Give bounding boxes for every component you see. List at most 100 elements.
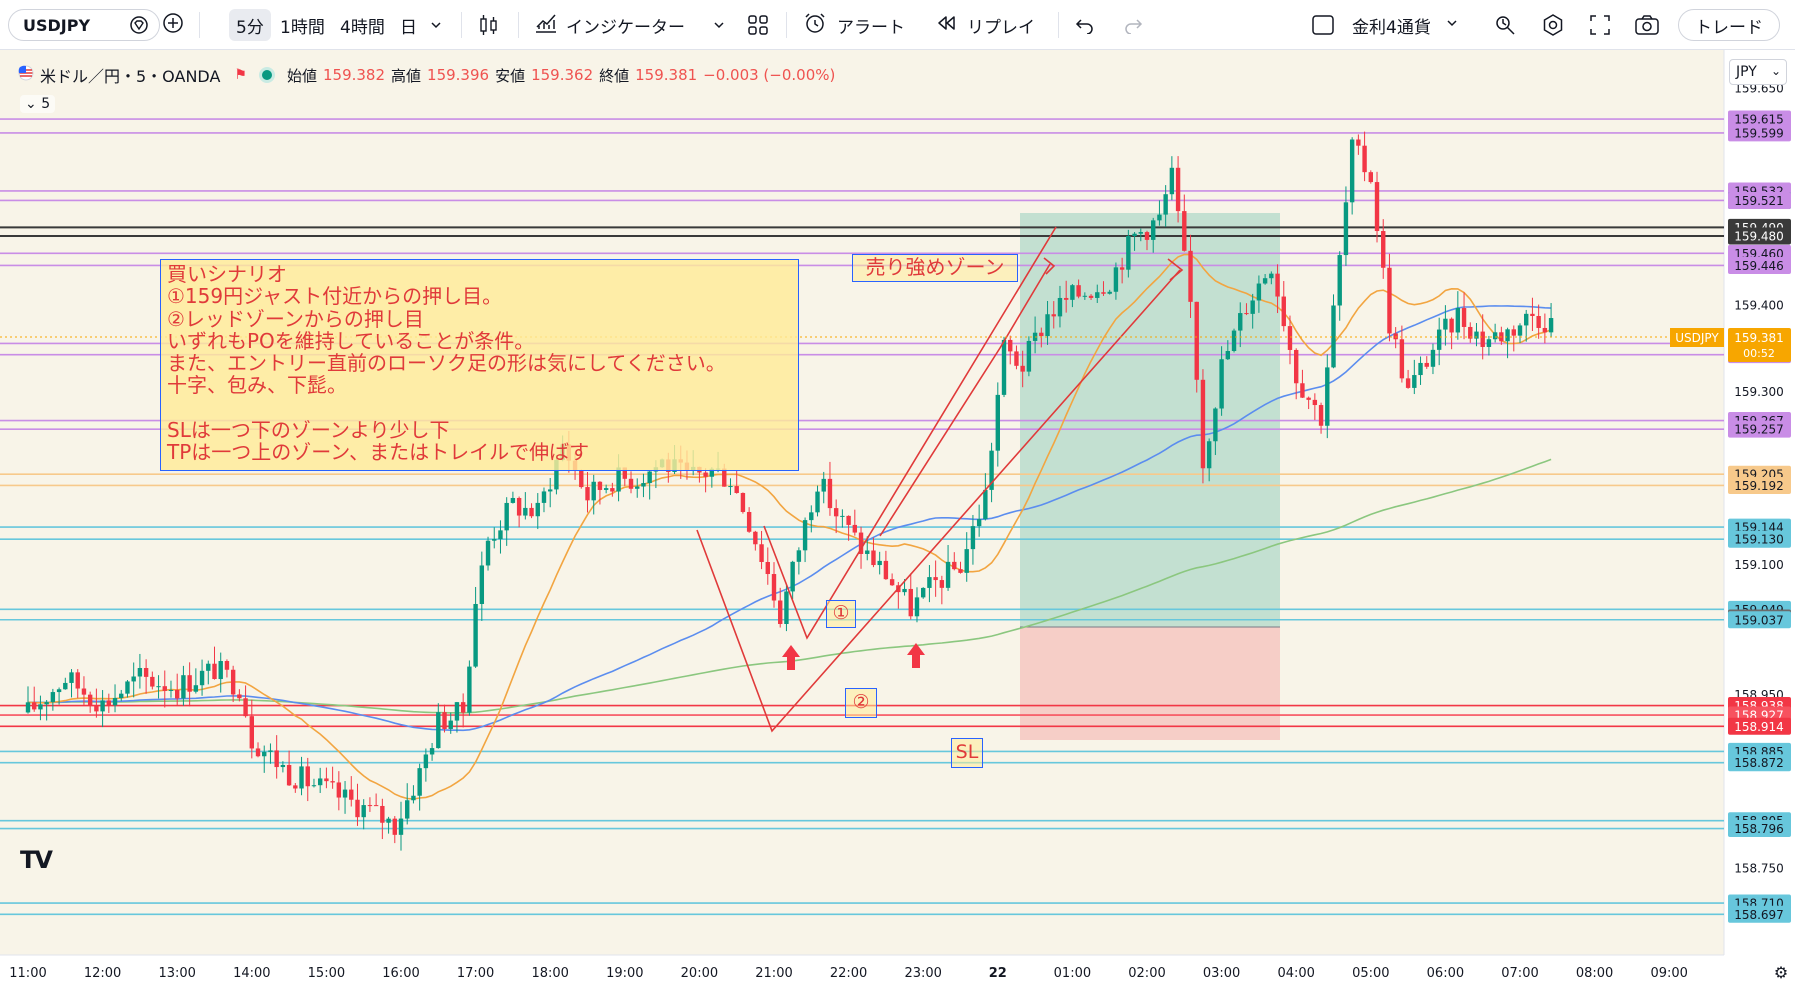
layout-name-button[interactable]: 金利4通貨 (1352, 9, 1459, 41)
time-axis-label: 15:00 (308, 966, 345, 981)
chart-pane[interactable]: 159.650 159.400 159.300 159.100 158.950 158.7… (0, 50, 1795, 990)
candle-body (1026, 340, 1032, 372)
symbol-text: USDJPY (23, 15, 91, 35)
indicators-chevron-down-icon[interactable] (712, 9, 726, 41)
symbol-diamond-icon[interactable] (129, 15, 149, 39)
replay-button[interactable]: リプレイ (935, 9, 1035, 41)
scenario-path-branch[interactable] (879, 263, 1051, 537)
interval-5m-button[interactable]: 5分 (229, 9, 271, 41)
price-level-tag (1728, 820, 1791, 838)
note-line (167, 397, 792, 419)
rewind-icon (935, 14, 957, 37)
redo-icon[interactable] (1123, 9, 1143, 41)
open-value: 159.382 (322, 66, 386, 84)
candle-body (1399, 339, 1405, 379)
candle-body (361, 805, 366, 818)
replay-label: リプレイ (967, 17, 1035, 38)
layout-checkbox-icon[interactable] (1311, 9, 1335, 41)
candle-body (63, 682, 68, 690)
candle-body (1524, 313, 1529, 326)
candle-body (193, 685, 199, 692)
indicators-button[interactable]: インジケーター (534, 9, 685, 41)
candle-body (1101, 292, 1106, 294)
candle-body (75, 672, 80, 689)
divider (1058, 12, 1059, 38)
candle-body (237, 694, 242, 699)
chart-plot[interactable]: 159.650159.400159.300159.100158.950158.7… (0, 50, 1795, 990)
candle-body (1008, 339, 1013, 352)
fullscreen-icon[interactable] (1589, 9, 1611, 41)
candle-body (597, 481, 603, 490)
candle-body (1107, 291, 1112, 294)
layouts-grid-icon[interactable] (747, 9, 769, 41)
us-flag-icon (18, 65, 34, 85)
time-axis-label: 23:00 (904, 966, 941, 981)
candle-body (1530, 313, 1535, 317)
candle-body (255, 748, 261, 757)
candle-body (1219, 359, 1224, 409)
price-level-tag (1728, 476, 1791, 494)
symbol-search[interactable]: USDJPY (8, 9, 160, 41)
candle-body (492, 539, 497, 541)
candle-body (510, 497, 516, 503)
camera-snapshot-icon[interactable] (1634, 9, 1660, 41)
candle-body (1368, 172, 1373, 183)
candle-body (1517, 325, 1523, 336)
candle-body (1542, 327, 1548, 333)
candle-body (827, 478, 833, 509)
divider (786, 12, 787, 38)
long-position-loss-zone[interactable] (1020, 627, 1280, 740)
bar-countdown: 00:52 (1743, 347, 1775, 360)
candle-body (647, 471, 652, 484)
candle-body (964, 549, 969, 573)
point-one-label[interactable]: ① (826, 600, 856, 628)
trade-button[interactable]: トレード (1678, 9, 1780, 41)
interval-day-button[interactable]: 日 (400, 17, 417, 38)
point-two-label[interactable]: ② (845, 688, 877, 718)
indicator-legend-toggle[interactable]: ⌄ 5 (20, 95, 56, 113)
stop-loss-label[interactable]: SL (951, 738, 983, 768)
candle-body (32, 702, 37, 710)
top-toolbar: USDJPY 5分 1時間 4時間 日 インジケーター (0, 0, 1795, 50)
interval-4h-button[interactable]: 4時間 (340, 17, 385, 38)
price-level-tag (1728, 256, 1791, 274)
time-axis-label: 22:00 (830, 966, 867, 981)
candle-body (858, 532, 864, 554)
scenario-path-one[interactable] (763, 226, 1057, 640)
chart-title[interactable]: 米ドル／円・5・OANDA (40, 67, 221, 86)
tradingview-logo[interactable]: TV (20, 846, 53, 874)
currency-select[interactable]: JPY ⌄ (1729, 59, 1787, 85)
interval-chevron-down-icon[interactable] (429, 9, 443, 41)
candle-body (541, 491, 547, 503)
sell-zone-label[interactable]: 売り強めゾーン (852, 254, 1018, 282)
interval-1h-button[interactable]: 1時間 (280, 17, 325, 38)
candle-body (921, 587, 926, 598)
candle-body (995, 394, 1000, 451)
candle-body (1206, 441, 1212, 469)
candle-body (473, 603, 478, 667)
alert-button[interactable]: アラート (803, 9, 905, 41)
candle-body (1356, 139, 1361, 146)
close-label: 終値 (599, 66, 630, 85)
red-flag-icon[interactable]: ⚑ (234, 67, 247, 83)
alert-label: アラート (837, 17, 905, 38)
candle-body (1381, 231, 1386, 268)
chevron-down-icon: ⌄ (25, 96, 37, 112)
candle-body (1449, 318, 1454, 333)
candle-body (50, 692, 56, 703)
chart-type-candle-icon[interactable] (478, 9, 500, 41)
axis-settings-gear-icon[interactable]: ⚙ (1774, 963, 1788, 982)
undo-icon[interactable] (1075, 9, 1095, 41)
candle-body (230, 669, 236, 695)
candle-body (877, 560, 882, 566)
last-price-marker: USDJPY 159.381 00:52 (0, 328, 1791, 362)
add-symbol-button[interactable] (162, 9, 184, 41)
price-level-value: 159.130 (1734, 533, 1784, 547)
candle-body (199, 670, 205, 686)
candle-body (548, 489, 553, 492)
buy-scenario-note[interactable]: 買いシナリオ ①159円ジャスト付近からの押し目。 ②レッドゾーンからの押し目 … (160, 259, 799, 471)
scenario-path-two[interactable] (696, 269, 1181, 733)
quick-search-icon[interactable] (1493, 9, 1517, 41)
candle-body (746, 511, 752, 532)
settings-gear-icon[interactable] (1541, 9, 1565, 41)
